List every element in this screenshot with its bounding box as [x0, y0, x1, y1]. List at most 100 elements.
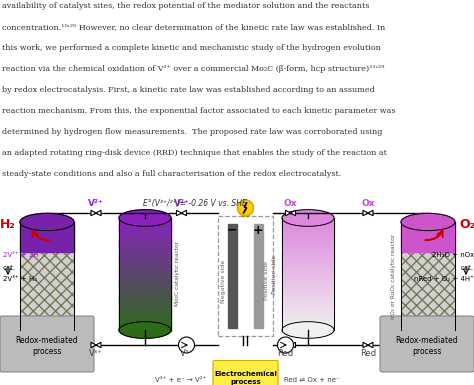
Circle shape — [237, 200, 254, 216]
Bar — [282, 250, 334, 252]
FancyBboxPatch shape — [0, 316, 94, 372]
Text: Mo₂C catalytic reactor: Mo₂C catalytic reactor — [175, 241, 181, 306]
Polygon shape — [363, 342, 368, 348]
Bar — [282, 242, 334, 244]
Polygon shape — [368, 342, 373, 348]
Bar — [282, 306, 334, 308]
Text: H₂: H₂ — [0, 218, 16, 231]
Bar — [119, 229, 171, 231]
Bar — [119, 231, 171, 233]
Bar — [119, 293, 171, 295]
Bar — [401, 222, 455, 330]
Bar — [282, 227, 334, 230]
Bar — [282, 220, 334, 222]
Bar — [282, 293, 334, 295]
Bar — [282, 255, 334, 258]
Polygon shape — [285, 342, 291, 348]
Bar — [282, 325, 334, 327]
Text: determined by hydrogen flow measurements.  The proposed rate law was corroborate: determined by hydrogen flow measurements… — [2, 128, 383, 136]
Polygon shape — [182, 210, 186, 216]
Circle shape — [277, 337, 293, 353]
Ellipse shape — [20, 321, 74, 339]
Bar — [119, 328, 171, 330]
Bar — [282, 268, 334, 271]
Bar — [119, 264, 171, 267]
Bar — [282, 261, 334, 263]
Ellipse shape — [282, 210, 334, 226]
Bar — [119, 233, 171, 235]
Bar — [282, 266, 334, 269]
Bar — [119, 291, 171, 293]
Bar — [119, 270, 171, 273]
Text: 2H₂O + nOx: 2H₂O + nOx — [432, 252, 474, 258]
Bar — [282, 323, 334, 325]
Text: 2V²⁺ + 2H⁺: 2V²⁺ + 2H⁺ — [3, 252, 43, 258]
Bar — [119, 280, 171, 282]
Circle shape — [179, 337, 194, 353]
Polygon shape — [91, 342, 96, 348]
Bar — [282, 281, 334, 284]
Text: +: + — [253, 224, 264, 236]
Bar — [282, 280, 334, 282]
Text: steady-state conditions and also a full characterisation of the redox electrocat: steady-state conditions and also a full … — [2, 170, 341, 178]
Text: V³⁺: V³⁺ — [180, 349, 193, 358]
Bar — [282, 272, 334, 275]
Text: cat.: cat. — [3, 265, 16, 271]
Text: E°(V³⁺/²⁺)= -0.26 V vs. SHE: E°(V³⁺/²⁺)= -0.26 V vs. SHE — [143, 199, 247, 208]
Bar — [119, 218, 171, 220]
Text: Positive side: Positive side — [273, 254, 277, 293]
Bar — [228, 224, 237, 328]
FancyBboxPatch shape — [213, 360, 278, 385]
Bar — [282, 315, 334, 318]
Text: V³⁺: V³⁺ — [89, 349, 103, 358]
Bar — [282, 231, 334, 233]
Bar — [119, 308, 171, 310]
Bar — [282, 326, 334, 329]
Bar — [282, 248, 334, 250]
Ellipse shape — [401, 321, 455, 339]
Bar — [119, 274, 171, 276]
Bar — [401, 222, 455, 330]
Ellipse shape — [282, 322, 334, 338]
Bar — [119, 224, 171, 226]
Text: Ox: Ox — [361, 199, 375, 208]
Bar — [119, 253, 171, 256]
Bar — [119, 325, 171, 327]
Text: 2V³⁺ + H₂: 2V³⁺ + H₂ — [3, 276, 37, 282]
Bar — [119, 248, 171, 250]
Bar — [119, 222, 171, 224]
Text: this work, we performed a complete kinetic and mechanistic study of the hydrogen: this work, we performed a complete kinet… — [2, 44, 381, 52]
Text: availability of catalyst sites, the redox potential of the mediator solution and: availability of catalyst sites, the redo… — [2, 2, 369, 10]
Bar — [119, 244, 171, 246]
Bar — [282, 308, 334, 310]
Bar — [119, 326, 171, 329]
Bar — [119, 220, 171, 222]
Bar — [119, 304, 171, 306]
Text: reaction mechanism. From this, the exponential factor associated to each kinetic: reaction mechanism. From this, the expon… — [2, 107, 395, 115]
Text: cat.: cat. — [461, 265, 474, 271]
Polygon shape — [368, 210, 373, 216]
Bar — [282, 235, 334, 237]
Bar — [119, 296, 171, 299]
Bar — [282, 321, 334, 323]
Bar — [282, 295, 334, 297]
Bar — [282, 328, 334, 330]
Ellipse shape — [119, 322, 171, 338]
Text: Red: Red — [360, 349, 376, 358]
Bar — [119, 289, 171, 291]
Bar — [282, 229, 334, 231]
Text: Redox-mediated
process: Redox-mediated process — [396, 336, 458, 357]
Bar — [282, 276, 334, 278]
Text: IrO₂ or RuO₂ catalytic reactor: IrO₂ or RuO₂ catalytic reactor — [392, 233, 396, 318]
Ellipse shape — [119, 210, 171, 226]
Bar — [119, 259, 171, 261]
Bar — [119, 250, 171, 252]
Text: nRed + O₂ + 4H⁺: nRed + O₂ + 4H⁺ — [414, 276, 474, 282]
Bar — [119, 266, 171, 269]
Bar — [282, 226, 334, 228]
Polygon shape — [291, 210, 295, 216]
Bar — [119, 252, 171, 254]
Bar — [119, 313, 171, 316]
Bar — [119, 302, 171, 305]
Polygon shape — [285, 210, 291, 216]
